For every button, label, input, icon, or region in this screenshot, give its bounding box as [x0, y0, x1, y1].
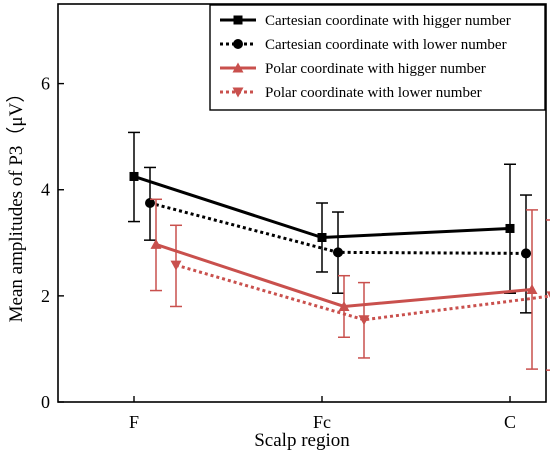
- x-tick-label: C: [504, 412, 516, 432]
- data-point-square: [506, 224, 515, 233]
- x-tick-label: F: [129, 412, 139, 432]
- legend-label: Polar coordinate with lower number: [265, 85, 482, 101]
- data-point-square: [234, 16, 243, 25]
- y-axis-title: Mean amplitudes of P3（μV）: [5, 84, 27, 323]
- y-axis-ticks: 0 2 4 6: [41, 74, 64, 412]
- y-tick-label: 0: [41, 392, 50, 412]
- series-2: [144, 167, 532, 312]
- y-tick-label: 2: [41, 286, 50, 306]
- legend-label: Polar coordinate with higger number: [265, 61, 486, 77]
- series-4: [170, 220, 550, 370]
- y-tick-label: 4: [41, 180, 50, 200]
- x-axis-title: Scalp region: [254, 430, 350, 451]
- data-point-square: [130, 172, 139, 181]
- data-point-circle: [521, 248, 531, 258]
- legend-label: Cartesian coordinate with lower number: [265, 37, 507, 53]
- legend: Cartesian coordinate with higger number C…: [210, 5, 545, 110]
- y-tick-label: 6: [41, 74, 50, 94]
- data-point-triangle-down: [171, 261, 182, 271]
- x-tick-label: Fc: [313, 412, 331, 432]
- data-point-circle: [233, 39, 243, 49]
- data-point-square: [318, 233, 327, 242]
- series-layer: [128, 132, 550, 370]
- series-3: [150, 199, 538, 369]
- data-point-circle: [333, 247, 343, 257]
- legend-label: Cartesian coordinate with higger number: [265, 13, 511, 29]
